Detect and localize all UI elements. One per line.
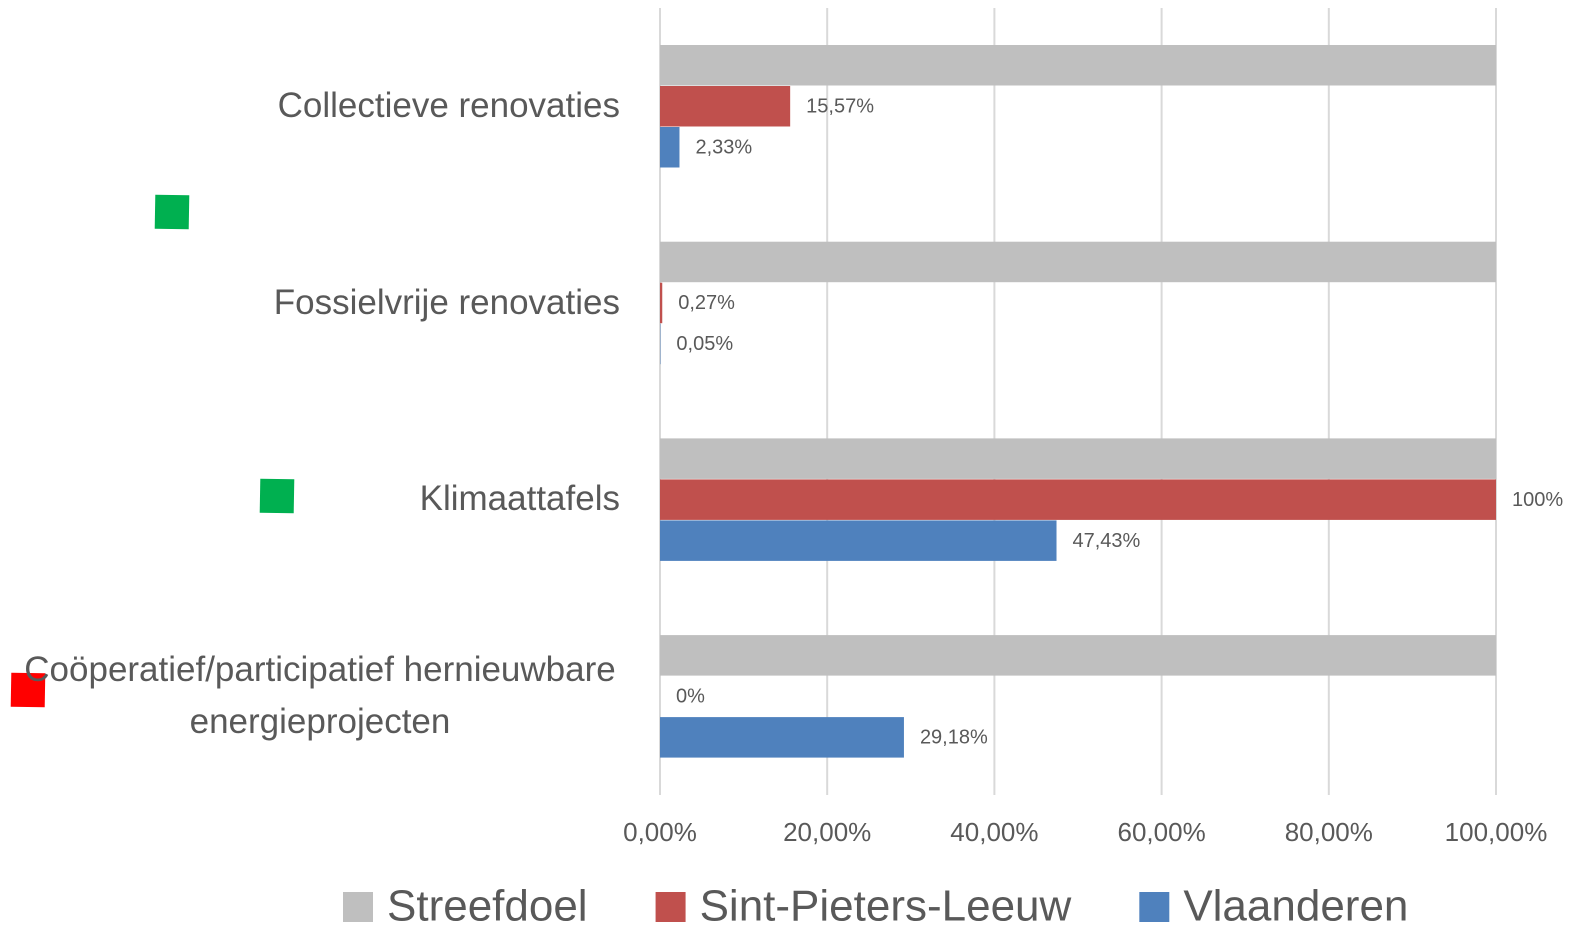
bar bbox=[660, 479, 1496, 520]
category-text: Collectieve renovaties bbox=[277, 86, 620, 125]
status-marker bbox=[154, 194, 190, 230]
x-tick-label: 40,00% bbox=[950, 817, 1038, 847]
value-label: 2,33% bbox=[695, 137, 752, 159]
x-tick-label: 100,00% bbox=[1445, 817, 1548, 847]
value-label: 0,27% bbox=[678, 292, 735, 314]
value-label: 15,57% bbox=[806, 96, 874, 118]
category-label: Fossielvrije renovaties bbox=[20, 277, 620, 329]
bar bbox=[660, 127, 680, 168]
x-tick-label: 0,00% bbox=[623, 817, 697, 847]
value-label: 0% bbox=[676, 686, 705, 708]
category-label: Collectieve renovaties bbox=[20, 80, 620, 132]
value-label: 0,05% bbox=[676, 333, 733, 355]
category-label: Klimaattafels bbox=[20, 473, 620, 525]
legend-swatch bbox=[343, 892, 373, 922]
legend-label: Vlaanderen bbox=[1183, 882, 1408, 931]
bar bbox=[660, 520, 1057, 561]
bar bbox=[660, 45, 1496, 86]
x-tick-label: 80,00% bbox=[1285, 817, 1373, 847]
bar bbox=[660, 717, 904, 758]
category-text: Coöperatief/participatief hernieuwbare e… bbox=[24, 650, 616, 742]
x-tick-label: 60,00% bbox=[1118, 817, 1206, 847]
bar bbox=[660, 282, 663, 324]
bar bbox=[660, 241, 1496, 283]
legend-label: Sint-Pieters-Leeuw bbox=[700, 882, 1072, 931]
legend-swatch bbox=[655, 892, 686, 922]
status-marker bbox=[259, 478, 295, 514]
bar bbox=[660, 438, 1496, 479]
value-label: 29,18% bbox=[920, 727, 988, 749]
value-label: 100% bbox=[1512, 489, 1563, 511]
legend-swatch bbox=[1139, 892, 1170, 922]
x-tick-label: 20,00% bbox=[783, 817, 871, 847]
value-label: 47,43% bbox=[1073, 530, 1141, 552]
legend-label: Streefdoel bbox=[387, 882, 588, 931]
category-text: Klimaattafels bbox=[419, 479, 620, 519]
status-marker bbox=[10, 672, 46, 708]
bar bbox=[660, 86, 791, 127]
category-label: Coöperatief/participatief hernieuwbare e… bbox=[20, 644, 620, 748]
bar bbox=[660, 635, 1496, 676]
category-text: Fossielvrije renovaties bbox=[273, 282, 620, 322]
